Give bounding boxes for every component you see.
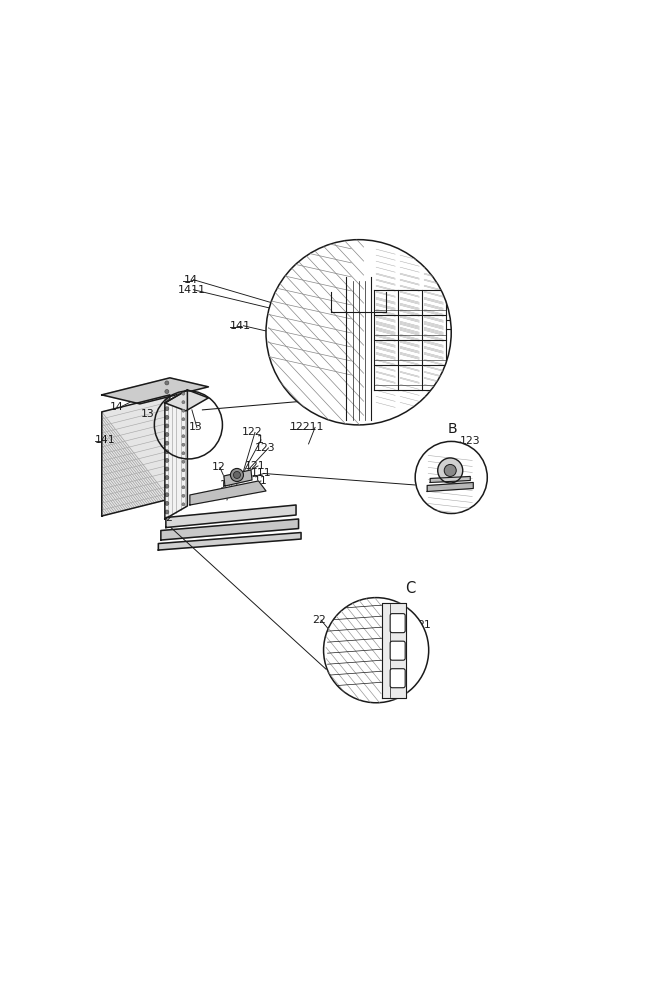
Text: 141: 141 [230,321,251,331]
Polygon shape [190,481,266,505]
Text: 14: 14 [172,415,185,425]
Text: 13: 13 [189,422,202,432]
Circle shape [165,441,169,445]
Text: 143: 143 [412,277,433,287]
Circle shape [182,435,185,438]
Text: 142: 142 [275,291,297,301]
Circle shape [438,458,463,483]
Polygon shape [224,470,252,486]
Text: 123: 123 [460,436,481,446]
Circle shape [182,392,185,395]
FancyBboxPatch shape [390,669,405,688]
Circle shape [415,441,487,514]
Circle shape [182,494,185,497]
Polygon shape [158,533,301,550]
Text: 1411: 1411 [178,285,205,295]
Polygon shape [382,603,406,698]
Circle shape [182,426,185,429]
Circle shape [182,443,185,446]
Text: 2: 2 [165,513,172,523]
Circle shape [233,471,240,478]
FancyBboxPatch shape [390,641,405,660]
Polygon shape [161,519,298,540]
Circle shape [165,510,169,514]
Text: 22: 22 [312,615,326,625]
Text: 1432: 1432 [414,314,443,324]
Polygon shape [102,378,209,404]
Circle shape [165,458,169,462]
Polygon shape [430,476,470,482]
Polygon shape [427,482,474,491]
Circle shape [444,464,456,476]
Text: 121: 121 [245,461,266,471]
Text: 14: 14 [110,402,123,412]
Circle shape [182,486,185,489]
Text: 11: 11 [253,476,267,486]
Circle shape [165,450,169,454]
Circle shape [165,493,169,497]
Circle shape [165,390,169,394]
Text: B: B [448,422,457,436]
Polygon shape [165,390,209,411]
Polygon shape [102,395,170,516]
Text: 23: 23 [415,644,429,654]
Circle shape [165,476,169,480]
Text: 1431: 1431 [412,290,441,300]
Circle shape [231,468,244,481]
Circle shape [182,401,185,404]
Text: 21: 21 [417,620,431,630]
Text: 14: 14 [183,275,198,285]
Circle shape [182,469,185,472]
Text: 1: 1 [257,435,264,445]
Circle shape [165,424,169,428]
Polygon shape [166,505,296,528]
Circle shape [266,240,451,425]
Circle shape [165,381,169,385]
Text: 12211: 12211 [290,422,324,432]
Text: 122: 122 [242,427,262,437]
Circle shape [182,452,185,455]
FancyBboxPatch shape [390,614,405,633]
Circle shape [165,467,169,471]
Text: 123: 123 [255,443,276,453]
Circle shape [165,415,169,419]
Text: 13: 13 [141,409,154,419]
Circle shape [165,433,169,437]
Text: 122: 122 [433,462,454,472]
Circle shape [182,477,185,480]
Circle shape [182,460,185,463]
Circle shape [182,418,185,421]
Text: 12: 12 [212,462,225,472]
Circle shape [165,501,169,505]
Text: 144: 144 [412,300,433,310]
Polygon shape [165,390,187,519]
Circle shape [182,503,185,506]
Text: 112: 112 [220,480,240,490]
Text: 1421: 1421 [273,298,301,308]
Text: 141: 141 [95,435,116,445]
Text: C: C [405,581,415,596]
Circle shape [165,398,169,402]
Circle shape [165,407,169,411]
Text: 111: 111 [251,468,271,478]
Circle shape [324,598,429,703]
Text: 1221: 1221 [429,453,457,463]
Text: A: A [355,260,365,275]
Circle shape [165,484,169,488]
Circle shape [182,409,185,412]
